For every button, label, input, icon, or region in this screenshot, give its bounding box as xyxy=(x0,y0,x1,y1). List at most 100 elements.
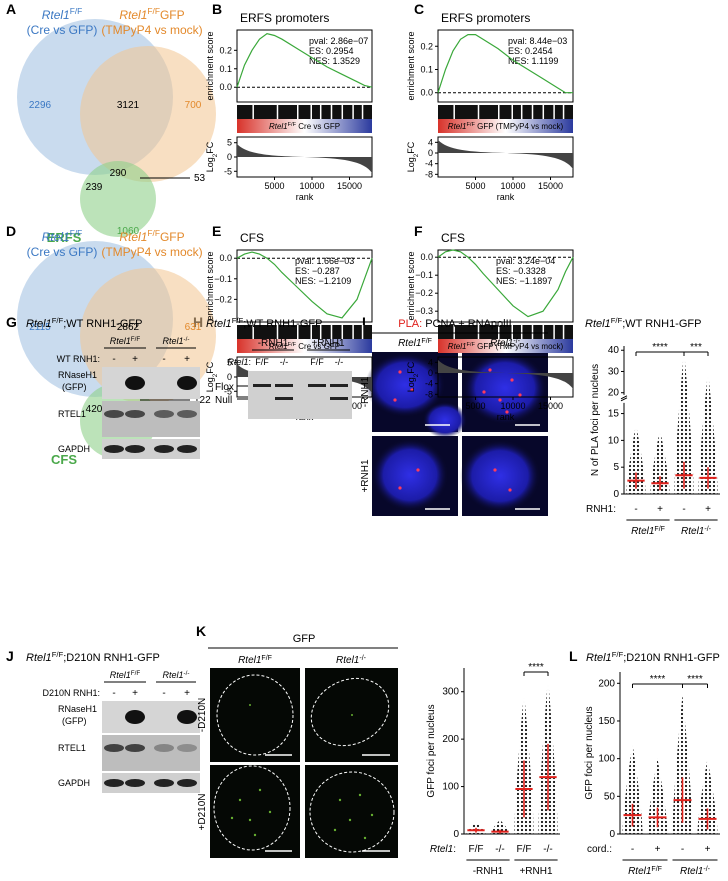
band xyxy=(125,779,145,787)
panel-letter: L xyxy=(569,648,578,664)
panel-letter: B xyxy=(212,1,222,17)
text-part: 2 xyxy=(212,153,219,157)
ranked-fc xyxy=(237,144,372,173)
count: 700 xyxy=(185,100,202,111)
y-tick-label: -5 xyxy=(224,166,232,176)
text-part: FC xyxy=(205,361,215,373)
lane-label: WT RNH1: xyxy=(57,354,100,364)
text-part: -/- xyxy=(703,866,710,873)
y-tick-label: 50 xyxy=(604,791,616,802)
text-part: FC xyxy=(205,141,215,153)
y-tick-label: 30 xyxy=(608,366,620,377)
count: 1060 xyxy=(117,226,140,237)
text-part: Rtel1 xyxy=(238,655,261,666)
set-title: (TMPyP4 vs mock) xyxy=(101,23,202,37)
band xyxy=(253,384,271,387)
lane-label: - xyxy=(681,844,684,855)
y-axis-label: Log2FC xyxy=(406,141,420,172)
x-axis-label: rank xyxy=(497,192,515,202)
band xyxy=(154,445,174,453)
set-circle xyxy=(80,161,156,237)
text-part: 2 xyxy=(212,373,219,377)
y-tick-label: 10 xyxy=(608,435,620,446)
text-part: Rtel1 xyxy=(206,318,232,330)
text-part: Log xyxy=(406,157,416,172)
dot-cloud xyxy=(674,350,694,494)
band xyxy=(308,384,326,387)
text-part: Rtel1 xyxy=(42,8,70,22)
blot xyxy=(102,735,200,771)
lane-label: - xyxy=(112,354,115,365)
y-axis-label: enrichment score xyxy=(406,251,416,320)
x-axis-label: rank xyxy=(497,412,515,422)
lane-label: F/F xyxy=(517,844,532,855)
band xyxy=(104,410,124,418)
text-part: F/F xyxy=(131,336,141,343)
y-axis-label: Log2FC xyxy=(205,361,219,392)
band-label: (GFP) xyxy=(62,716,87,726)
group-label: Rtel1-/- xyxy=(680,866,711,878)
text-part: 2 xyxy=(413,153,420,157)
text-part: ;D210N RNH1-GFP xyxy=(623,652,720,664)
y-tick-label: 15 xyxy=(608,409,620,420)
y-tick-label: -4 xyxy=(425,159,433,169)
micrographs-i xyxy=(365,352,548,516)
es-curve xyxy=(437,34,573,94)
y-tick-label: 0.1 xyxy=(219,64,232,74)
text-part: 2 xyxy=(413,373,420,377)
y-axis-label: GFP foci per nucleus xyxy=(584,706,595,799)
x-tick-label: 5000 xyxy=(264,181,284,191)
column-label: Rtel1-/- xyxy=(490,338,521,350)
barcode xyxy=(237,105,372,119)
ranking-bar xyxy=(237,119,372,133)
panel-letter: D xyxy=(6,223,16,239)
text-part: Rtel1 xyxy=(430,844,453,855)
es-curve xyxy=(236,33,373,88)
significance: **** xyxy=(528,662,544,673)
band xyxy=(177,376,197,390)
x-tick-label: 15000 xyxy=(538,401,563,411)
band xyxy=(177,410,197,418)
count: 290 xyxy=(110,168,127,179)
x-tick-label: 15000 xyxy=(337,181,362,191)
panel-title: Rtel1F/F;WT RNH1-GFP xyxy=(206,316,322,331)
text-part: F/F xyxy=(288,122,297,128)
stat: ES: 0.2454 xyxy=(508,46,553,56)
band xyxy=(104,445,124,453)
y-tick-label: 0.0 xyxy=(420,252,433,262)
dot-cloud xyxy=(697,758,718,834)
text-part: ;WT RNH1-GFP xyxy=(63,318,142,330)
lane-label: + xyxy=(184,688,190,699)
y-tick-label: −0.1 xyxy=(415,270,433,280)
barcode xyxy=(237,325,372,339)
lane-label: -/- xyxy=(280,357,289,367)
lane-label: + xyxy=(184,354,190,365)
band-label: Null xyxy=(215,395,232,406)
y-tick-label: 0.2 xyxy=(420,41,433,51)
lane-label: + xyxy=(132,354,138,365)
text-part: Rtel1 xyxy=(163,336,184,346)
lane-label: - xyxy=(634,504,637,515)
lane-label: -/- xyxy=(543,844,552,855)
text-part: F/F xyxy=(52,650,64,659)
barcode xyxy=(438,325,573,339)
band xyxy=(125,744,145,752)
dot-cloud xyxy=(622,743,643,834)
lane-label: RNH1: xyxy=(586,504,616,515)
dot-cloud xyxy=(650,429,670,494)
y-tick-label: 300 xyxy=(442,687,459,698)
count: 2862 xyxy=(117,322,140,333)
set-title: CFS xyxy=(51,452,77,467)
panel-title: GFP xyxy=(293,633,316,645)
text-part: Rtel1 xyxy=(586,652,612,664)
significance: **** xyxy=(650,674,666,685)
y-tick-label: 0.2 xyxy=(219,45,232,55)
lane-label: + xyxy=(705,844,711,855)
stat: NES: −1.2109 xyxy=(295,276,351,286)
group-label: Rtel1F/F xyxy=(631,526,665,538)
y-tick-label: 5 xyxy=(227,358,232,368)
y-tick-label: −0.2 xyxy=(214,294,232,304)
text-part: GFP xyxy=(160,230,185,244)
text-part: F/F xyxy=(147,228,160,238)
text-part: Rtel1 xyxy=(628,866,651,877)
